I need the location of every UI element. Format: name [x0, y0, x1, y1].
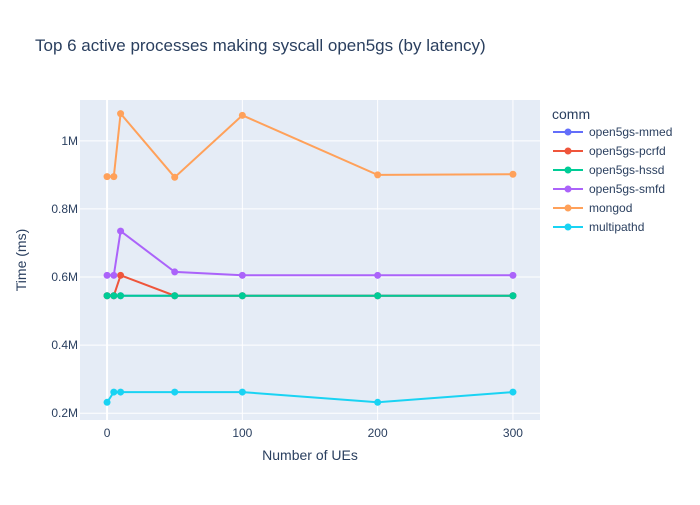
data-point [509, 388, 517, 396]
series-open5gs-smfd [103, 227, 517, 279]
legend-item-open5gs-mmed[interactable]: open5gs-mmed [553, 125, 672, 139]
y-tick-label: 1M [61, 134, 78, 148]
legend-marker [564, 166, 572, 174]
y-tick-label: 0.6M [51, 270, 78, 284]
data-point [103, 292, 111, 300]
series-multipathd [103, 388, 517, 406]
data-point [110, 388, 118, 396]
chart-title: Top 6 active processes making syscall op… [35, 36, 486, 55]
axis-labels: 0 100 200 300 0.2M 0.4M 0.6M 0.8M 1M [51, 134, 523, 440]
data-point [238, 292, 246, 300]
data-point [117, 292, 125, 300]
y-tick-label: 0.4M [51, 338, 78, 352]
x-tick-label: 100 [232, 426, 252, 440]
legend-label: open5gs-pcrfd [589, 144, 666, 158]
legend-marker [564, 223, 572, 231]
legend-item-multipathd[interactable]: multipathd [553, 220, 644, 234]
y-axis-title: Time (ms) [13, 229, 29, 291]
legend: comm open5gs-mmed open5gs-pcrfd open5gs-hs… [552, 106, 672, 234]
series-layer [103, 110, 517, 406]
data-point [374, 271, 382, 279]
legend-label: open5gs-smfd [589, 182, 665, 196]
data-point [171, 388, 179, 396]
legend-marker [564, 204, 572, 212]
data-point [117, 110, 125, 118]
legend-item-open5gs-hssd[interactable]: open5gs-hssd [553, 163, 664, 177]
data-point [509, 292, 517, 300]
grid-lines [80, 100, 540, 420]
legend-item-open5gs-pcrfd[interactable]: open5gs-pcrfd [553, 144, 666, 158]
data-point [238, 271, 246, 279]
plot-area [80, 100, 540, 420]
x-tick-label: 200 [368, 426, 388, 440]
y-tick-label: 0.2M [51, 406, 78, 420]
data-point [171, 292, 179, 300]
data-point [117, 227, 125, 235]
data-point [238, 111, 246, 119]
legend-title: comm [552, 106, 590, 122]
data-point [509, 271, 517, 279]
data-point [110, 271, 118, 279]
data-point [171, 173, 179, 181]
legend-label: multipathd [589, 220, 644, 234]
series-mongod [103, 110, 517, 181]
data-point [238, 388, 246, 396]
data-point [117, 271, 125, 279]
legend-label: mongod [589, 201, 632, 215]
x-tick-label: 300 [503, 426, 523, 440]
x-tick-label: 0 [104, 426, 111, 440]
data-point [117, 388, 125, 396]
legend-marker [564, 147, 572, 155]
y-tick-label: 0.8M [51, 202, 78, 216]
legend-marker [564, 128, 572, 136]
data-point [110, 173, 118, 181]
data-point [374, 292, 382, 300]
data-point [374, 398, 382, 406]
data-point [374, 171, 382, 179]
series-open5gs-hssd [103, 292, 517, 300]
data-point [103, 398, 111, 406]
data-point [103, 173, 111, 181]
legend-label: open5gs-mmed [589, 125, 672, 139]
legend-marker [564, 185, 572, 193]
data-point [103, 271, 111, 279]
data-point [509, 170, 517, 178]
data-point [110, 292, 118, 300]
legend-item-mongod[interactable]: mongod [553, 201, 632, 215]
legend-label: open5gs-hssd [589, 163, 664, 177]
legend-item-open5gs-smfd[interactable]: open5gs-smfd [553, 182, 665, 196]
data-point [171, 268, 179, 276]
x-axis-title: Number of UEs [262, 447, 358, 463]
